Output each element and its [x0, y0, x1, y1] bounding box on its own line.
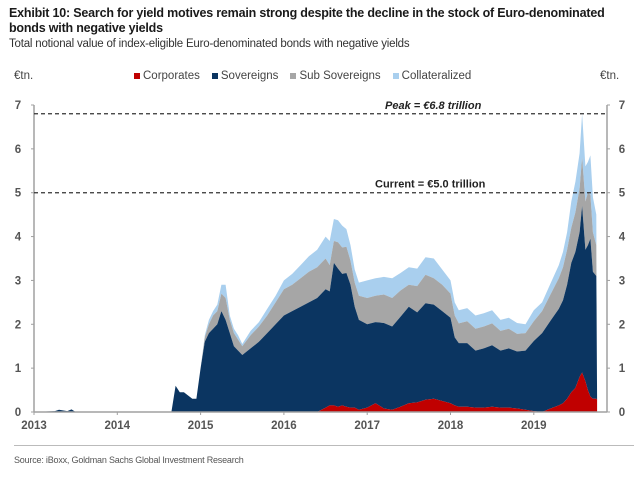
chart-subtitle: Total notional value of index-eligible E… [9, 38, 410, 50]
legend-item-sovereigns: Sovereigns [211, 70, 279, 82]
y-tick-label-right: 5 [619, 188, 626, 200]
y-tick-label-right: 2 [619, 319, 625, 331]
source-divider [14, 445, 634, 446]
y-tick-label-right: 6 [619, 144, 625, 156]
y-tick-label-right: 4 [619, 232, 626, 244]
y-tick-label-right: 0 [619, 407, 625, 419]
peak-annotation: Peak = €6.8 trillion [385, 100, 482, 112]
y-axis-right-unit: €tn. [600, 70, 620, 82]
legend-swatch-corporates [134, 73, 140, 79]
x-tick-label: 2014 [105, 420, 131, 432]
legend: Corporates Sovereigns Sub Sovereigns Col… [134, 70, 471, 82]
source-note: Source: iBoxx, Goldman Sachs Global Inve… [14, 455, 244, 465]
y-axis-left-unit: €tn. [14, 70, 34, 82]
y-tick-label-left: 7 [15, 100, 21, 112]
y-tick-label-left: 3 [15, 275, 21, 287]
legend-item-collateralized: Collateralized [392, 70, 472, 82]
x-tick-label: 2018 [438, 420, 464, 432]
area-sovereigns [34, 205, 598, 412]
y-tick-label-right: 3 [619, 275, 625, 287]
legend-label-collateralized: Collateralized [401, 70, 472, 82]
chart-title: Exhibit 10: Search for yield motives rem… [9, 6, 605, 35]
legend-item-corporates: Corporates [134, 70, 200, 82]
legend-label-sovereigns: Sovereigns [220, 70, 279, 82]
x-tick-label: 2017 [354, 420, 380, 432]
y-tick-label-right: 7 [619, 100, 625, 112]
x-tick-label: 2016 [271, 420, 297, 432]
area-collateralized [34, 113, 598, 413]
y-tick-label-left: 4 [15, 232, 22, 244]
legend-item-sub-sovereigns: Sub Sovereigns [290, 70, 381, 82]
x-tick-label: 2019 [521, 420, 547, 432]
y-tick-label-left: 6 [15, 144, 21, 156]
y-tick-label-right: 1 [619, 363, 626, 375]
y-tick-label-left: 5 [15, 188, 22, 200]
x-tick-label: 2015 [188, 420, 214, 432]
current-annotation: Current = €5.0 trillion [375, 179, 486, 191]
legend-label-corporates: Corporates [143, 70, 200, 82]
y-tick-label-left: 0 [15, 407, 21, 419]
y-tick-label-left: 1 [15, 363, 22, 375]
legend-label-sub-sovereigns: Sub Sovereigns [299, 70, 381, 82]
y-tick-label-left: 2 [15, 319, 21, 331]
legend-swatch-sub-sovereigns [290, 73, 297, 79]
x-tick-label: 2013 [21, 420, 47, 432]
area-sub-sovereigns [34, 157, 598, 412]
legend-swatch-collateralized [392, 73, 399, 79]
legend-swatch-sovereigns [211, 73, 218, 79]
